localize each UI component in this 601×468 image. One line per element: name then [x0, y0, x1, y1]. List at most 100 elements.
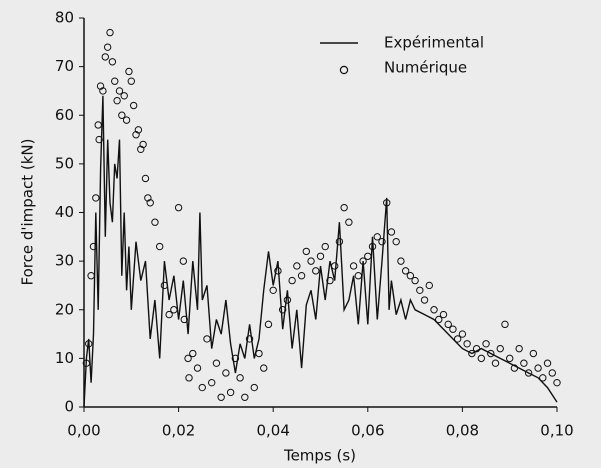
data-point — [203, 335, 211, 343]
data-point — [368, 242, 377, 251]
data-point — [134, 126, 143, 134]
data-point — [99, 87, 107, 95]
data-point — [364, 252, 372, 260]
data-point — [349, 262, 358, 270]
data-point — [108, 58, 117, 66]
data-point — [496, 344, 504, 353]
data-point — [510, 364, 519, 372]
data-point — [430, 306, 438, 314]
data-point — [95, 135, 103, 144]
data-point — [435, 315, 443, 324]
x-tick-label: 0,02 — [162, 422, 195, 440]
y-tick-label: 70 — [55, 57, 74, 75]
data-point — [397, 257, 405, 265]
data-point — [312, 267, 320, 275]
data-point — [125, 67, 133, 76]
data-point — [302, 247, 311, 256]
data-point — [208, 378, 216, 387]
y-tick-label: 60 — [55, 106, 74, 124]
data-point — [245, 335, 254, 343]
data-point — [335, 237, 344, 246]
data-point — [401, 267, 410, 275]
data-point — [155, 242, 164, 251]
data-point — [506, 354, 514, 363]
data-point — [255, 349, 263, 358]
data-point — [146, 199, 154, 207]
y-tick-label: 20 — [55, 300, 74, 318]
data-point — [425, 281, 433, 290]
data-point — [449, 325, 457, 333]
data-point — [539, 374, 547, 382]
data-point — [378, 237, 386, 246]
data-point — [316, 252, 325, 260]
data-point — [274, 267, 282, 275]
data-point — [534, 364, 542, 372]
data-point — [236, 374, 244, 382]
x-tick-label: 0,08 — [446, 422, 479, 440]
data-point — [120, 92, 128, 100]
data-point — [345, 218, 353, 226]
data-point — [185, 374, 193, 382]
data-point — [115, 87, 124, 95]
data-point — [387, 228, 396, 236]
y-tick-label: 10 — [55, 349, 74, 367]
x-tick-label: 0,04 — [256, 422, 289, 440]
y-axis-label: Force d'impact (kN) — [19, 139, 37, 286]
data-point — [170, 306, 178, 314]
data-point — [184, 354, 192, 363]
x-tick-label: 0,06 — [351, 422, 384, 440]
data-point — [520, 359, 528, 367]
legend-label: Expérimental — [384, 34, 484, 52]
y-tick-label: 50 — [55, 154, 74, 172]
data-point — [179, 257, 188, 265]
data-point — [330, 262, 339, 270]
data-point — [359, 257, 367, 265]
data-point — [373, 233, 381, 241]
data-point — [94, 121, 102, 129]
data-point — [160, 281, 169, 290]
data-point — [269, 286, 277, 294]
data-point — [307, 257, 315, 265]
data-point — [297, 272, 306, 280]
data-point — [113, 96, 121, 105]
data-point — [548, 369, 556, 377]
data-point — [482, 340, 490, 348]
data-point — [165, 310, 173, 319]
data-point — [241, 393, 249, 401]
data-point — [212, 359, 221, 367]
data-point — [217, 393, 225, 401]
data-point — [383, 199, 391, 207]
data-point — [463, 340, 471, 348]
data-point — [524, 369, 533, 377]
data-point — [453, 335, 462, 343]
data-point — [468, 349, 476, 358]
data-point — [326, 276, 334, 285]
legend-label: Numérique — [384, 59, 467, 77]
data-point — [458, 330, 467, 338]
data-point — [122, 116, 131, 124]
data-point — [85, 340, 93, 348]
data-point — [101, 53, 109, 61]
data-point — [151, 218, 159, 226]
x-tick-label: 0,00 — [67, 422, 100, 440]
data-point — [127, 77, 136, 85]
data-point — [260, 364, 268, 372]
data-point — [89, 242, 98, 251]
data-point — [103, 43, 112, 51]
data-point — [226, 388, 235, 397]
data-point — [293, 262, 301, 270]
data-point — [477, 354, 486, 363]
data-point — [340, 203, 348, 212]
data-point — [139, 140, 147, 149]
data-point — [222, 369, 230, 377]
data-point — [283, 296, 292, 304]
y-tick-label: 80 — [55, 9, 74, 27]
data-point — [111, 77, 119, 85]
data-point — [420, 296, 429, 304]
data-line — [83, 95, 558, 408]
data-point — [529, 349, 538, 358]
data-point — [487, 349, 495, 358]
data-point — [118, 111, 126, 119]
